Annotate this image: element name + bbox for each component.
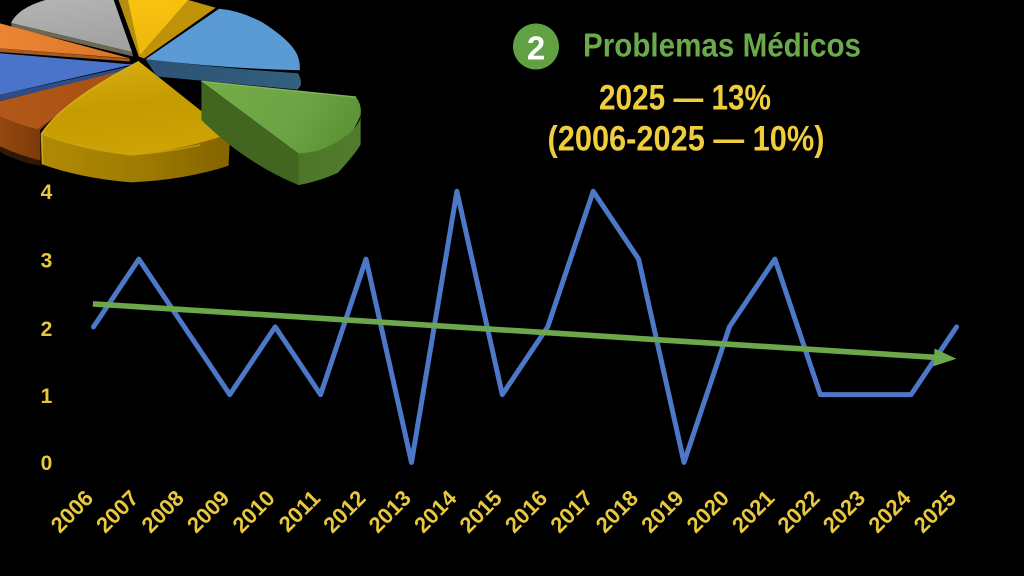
svg-text:1: 1 [41, 385, 53, 408]
svg-text:2: 2 [41, 318, 53, 341]
svg-text:2: 2 [527, 29, 545, 66]
svg-text:0: 0 [41, 452, 53, 475]
svg-text:4: 4 [41, 181, 53, 204]
svg-text:(2006-2025 — 10%): (2006-2025 — 10%) [548, 120, 825, 159]
svg-text:2025 — 13%: 2025 — 13% [599, 78, 771, 117]
svg-text:3: 3 [41, 249, 53, 272]
svg-text:Problemas Médicos: Problemas Médicos [583, 27, 861, 64]
